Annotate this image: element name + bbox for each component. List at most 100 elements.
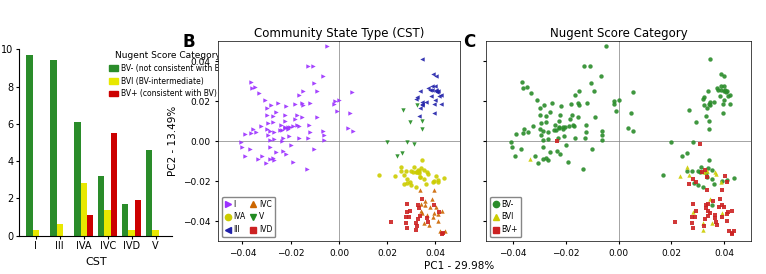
Point <box>234 140 247 145</box>
Point <box>531 98 543 102</box>
Point <box>401 210 413 214</box>
Point <box>535 133 547 137</box>
Text: B: B <box>182 33 195 51</box>
Point <box>722 210 734 214</box>
Point <box>428 102 440 107</box>
Point <box>276 127 288 132</box>
Point <box>698 170 710 175</box>
Point <box>424 205 437 209</box>
Point <box>398 108 410 113</box>
Point <box>264 157 276 162</box>
Point <box>533 127 545 132</box>
Point <box>578 135 591 140</box>
Point <box>346 129 358 133</box>
Point <box>540 114 552 118</box>
Point <box>580 130 592 135</box>
Point <box>434 93 447 97</box>
Point <box>411 103 424 108</box>
Point <box>416 197 428 201</box>
Point <box>696 170 709 174</box>
Point <box>282 127 294 131</box>
Point <box>714 197 726 201</box>
Point <box>342 126 354 130</box>
Point <box>506 145 518 149</box>
Point <box>519 127 531 131</box>
Point <box>415 166 427 170</box>
Point <box>252 157 264 161</box>
Point <box>713 94 725 99</box>
Point <box>422 172 434 176</box>
Point <box>345 90 358 95</box>
Bar <box>80 184 87 236</box>
Point <box>559 125 571 130</box>
Point <box>722 94 734 98</box>
Point <box>534 106 546 110</box>
Point <box>259 98 271 102</box>
Point <box>280 103 292 108</box>
Point <box>562 160 574 164</box>
Point <box>719 88 731 93</box>
Point <box>317 132 329 137</box>
Point <box>709 169 721 174</box>
Point <box>716 203 728 207</box>
Point <box>412 216 424 221</box>
Point <box>681 165 693 169</box>
Point <box>600 44 612 48</box>
Point <box>705 177 718 181</box>
Point <box>722 179 734 184</box>
Point <box>425 94 437 99</box>
Point <box>414 175 426 179</box>
Point <box>245 130 257 135</box>
Point <box>702 214 714 218</box>
Point <box>239 132 251 136</box>
Point <box>686 176 699 181</box>
Point <box>410 221 422 225</box>
Point <box>521 85 533 90</box>
Point <box>414 209 427 213</box>
Point <box>701 175 713 179</box>
Point <box>260 127 273 132</box>
Point <box>282 125 294 130</box>
Point <box>558 134 570 138</box>
Point <box>718 84 730 88</box>
Point <box>703 100 715 104</box>
Point <box>553 118 565 123</box>
Point <box>421 100 433 104</box>
Point <box>264 145 276 149</box>
Legend: BV-, BVI, BV+: BV-, BVI, BV+ <box>490 196 521 237</box>
Bar <box>104 210 111 236</box>
Point <box>268 129 280 134</box>
Point <box>580 123 592 127</box>
Point <box>297 103 309 107</box>
Point <box>706 199 719 204</box>
Point <box>410 185 422 189</box>
Point <box>708 100 720 104</box>
Point <box>311 89 323 93</box>
Point <box>557 125 569 130</box>
Point <box>665 139 677 144</box>
Point <box>290 113 303 118</box>
Point <box>697 221 709 225</box>
Point <box>268 137 280 141</box>
Point <box>436 232 448 236</box>
Point <box>686 215 698 219</box>
Point <box>527 124 539 128</box>
Point <box>261 106 273 110</box>
Point <box>293 93 306 98</box>
Point <box>293 124 305 128</box>
Point <box>401 226 413 230</box>
Point <box>404 120 416 124</box>
Point <box>699 224 711 228</box>
Point <box>524 157 536 161</box>
Point <box>408 142 420 146</box>
Point <box>705 168 718 173</box>
Point <box>572 101 584 105</box>
Point <box>695 164 707 169</box>
Point <box>595 129 607 133</box>
Point <box>303 130 316 135</box>
Point <box>719 174 731 178</box>
Point <box>711 85 723 90</box>
Point <box>702 166 715 170</box>
Point <box>709 220 722 224</box>
Point <box>725 102 737 107</box>
